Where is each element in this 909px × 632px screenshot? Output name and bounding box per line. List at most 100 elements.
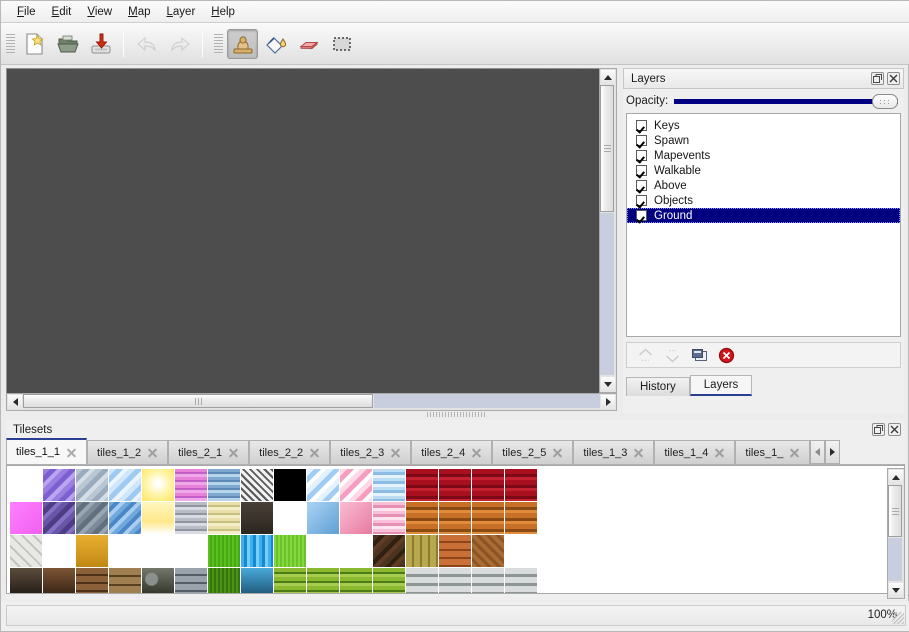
tile-gem-lightblue[interactable] xyxy=(307,469,339,501)
tileset-tab-tiles_2_2[interactable]: tiles_2_2 xyxy=(249,440,331,464)
tile-wall-brown[interactable] xyxy=(43,568,75,593)
tileset-tab-tiles_1_1[interactable]: tiles_1_1 xyxy=(6,438,88,464)
tile-water-blue[interactable] xyxy=(241,535,273,567)
horizontal-splitter[interactable] xyxy=(6,410,905,419)
dock-tab-layers[interactable]: Layers xyxy=(689,375,753,396)
move-layer-down-button[interactable] xyxy=(663,346,681,364)
tile-wood-darkbrown[interactable] xyxy=(373,535,405,567)
tile-stone-gold[interactable] xyxy=(109,535,141,567)
tileset-vertical-scrollbar[interactable] xyxy=(887,468,905,599)
opacity-slider-track[interactable] xyxy=(674,99,898,104)
tile-stripe-blue[interactable] xyxy=(208,469,240,501)
tile-stripe-lightblue[interactable] xyxy=(373,469,405,501)
tile-gravel-beige[interactable] xyxy=(142,535,174,567)
tile-wall-stone-tan[interactable] xyxy=(109,568,141,593)
duplicate-layer-button[interactable] xyxy=(690,346,708,364)
tileset-scrollbar-track[interactable] xyxy=(888,538,902,581)
layer-row[interactable]: Ground xyxy=(627,208,900,223)
tileset-tab-tiles_2_1[interactable]: tiles_2_1 xyxy=(168,440,250,464)
tile-gem-purple-dark[interactable] xyxy=(43,502,75,534)
tileset-tab-close-icon[interactable] xyxy=(714,447,725,458)
horizontal-scrollbar-track[interactable] xyxy=(374,394,600,408)
tile-stripe-khaki[interactable] xyxy=(208,502,240,534)
move-layer-up-button[interactable] xyxy=(636,346,654,364)
layer-visibility-checkbox[interactable] xyxy=(636,135,647,146)
tile-stripe-gray[interactable] xyxy=(175,502,207,534)
tile-wood-orange[interactable] xyxy=(406,502,438,534)
tileset-tab-close-icon[interactable] xyxy=(471,447,482,458)
layer-visibility-checkbox[interactable] xyxy=(636,120,647,131)
scroll-down-button[interactable] xyxy=(601,377,615,391)
tile-dirt-brown[interactable] xyxy=(340,535,372,567)
toolbar-drag-handle[interactable] xyxy=(6,31,15,57)
tile-pebble-gray[interactable] xyxy=(505,535,537,567)
tileset-tab-close-icon[interactable] xyxy=(309,447,320,458)
layer-row[interactable]: Objects xyxy=(627,193,900,208)
tileset-tab-tiles_2_3[interactable]: tiles_2_3 xyxy=(330,440,412,464)
tile-gem-gray[interactable] xyxy=(76,469,108,501)
tile-gem-blue[interactable] xyxy=(109,469,141,501)
tile-wall-lightgray[interactable] xyxy=(472,568,504,593)
layer-visibility-checkbox[interactable] xyxy=(636,165,647,176)
vertical-scrollbar-thumb[interactable] xyxy=(600,85,614,212)
opacity-slider[interactable] xyxy=(674,92,898,110)
vertical-scrollbar-track[interactable] xyxy=(600,213,614,375)
tile-wall-stone-gray[interactable] xyxy=(142,568,174,593)
tile-glow-yellow[interactable] xyxy=(142,469,174,501)
tile-stone-white[interactable] xyxy=(10,535,42,567)
tile-blank[interactable] xyxy=(274,502,306,534)
tile-solid-black[interactable] xyxy=(274,469,306,501)
tileset-tab-close-icon[interactable] xyxy=(390,447,401,458)
tile-gem-gray-dark[interactable] xyxy=(76,502,108,534)
tileset-tab-tiles_1_2[interactable]: tiles_1_2 xyxy=(87,440,169,464)
tile-solid-magenta[interactable] xyxy=(10,502,42,534)
tileset-scroll-down-button[interactable] xyxy=(889,583,903,597)
tileset-tab-tiles_1_4[interactable]: tiles_1_4 xyxy=(654,440,736,464)
menu-map[interactable]: Map xyxy=(128,5,151,18)
layer-visibility-checkbox[interactable] xyxy=(636,180,647,191)
tile-glow-yellow-dark[interactable] xyxy=(142,502,174,534)
tileset-view[interactable] xyxy=(6,465,905,594)
menu-file[interactable]: File xyxy=(17,5,36,18)
tile-grass-lime[interactable] xyxy=(274,535,306,567)
tile-wall-lightgray[interactable] xyxy=(406,568,438,593)
tile-carpet-red[interactable] xyxy=(439,469,471,501)
scroll-up-button[interactable] xyxy=(601,70,615,84)
tileset-tabs-scroll-left-button[interactable] xyxy=(810,440,826,464)
tile-carpet-red[interactable] xyxy=(505,469,537,501)
tileset-tabs-scroll-right-button[interactable] xyxy=(825,440,841,464)
tile-blank[interactable] xyxy=(10,469,42,501)
tile-grass-field[interactable] xyxy=(373,568,405,593)
tile-gem-pink[interactable] xyxy=(340,469,372,501)
tile-gem-blue-dark[interactable] xyxy=(109,502,141,534)
tileset-tab-close-icon[interactable] xyxy=(633,447,644,458)
layer-row[interactable]: Walkable xyxy=(627,163,900,178)
menu-help[interactable]: Help xyxy=(211,5,235,18)
tile-stripe-magenta[interactable] xyxy=(175,469,207,501)
stamp-tool-button[interactable] xyxy=(227,28,258,59)
layer-visibility-checkbox[interactable] xyxy=(636,195,647,206)
tile-gem-pink-dark[interactable] xyxy=(340,502,372,534)
save-map-button[interactable] xyxy=(85,29,116,59)
layers-float-button[interactable] xyxy=(871,72,884,85)
tileset-tab-tiles_1_3[interactable]: tiles_1_3 xyxy=(573,440,655,464)
tileset-tab-close-icon[interactable] xyxy=(66,447,77,458)
tile-cobble-gray[interactable] xyxy=(175,535,207,567)
dock-tab-history[interactable]: History xyxy=(626,377,690,396)
tileset-scrollbar-thumb[interactable] xyxy=(888,485,902,537)
layer-row[interactable]: Spawn xyxy=(627,133,900,148)
tile-grass-field[interactable] xyxy=(340,568,372,593)
window-resize-grip[interactable] xyxy=(892,611,904,624)
tile-sand-pale[interactable] xyxy=(307,535,339,567)
tile-wood-orange[interactable] xyxy=(505,502,537,534)
tileset-tab-tiles_1_[interactable]: tiles_1_ xyxy=(735,440,811,464)
tile-crate-dark[interactable] xyxy=(241,502,273,534)
tileset-tab-close-icon[interactable] xyxy=(228,447,239,458)
tile-stripe-pink[interactable] xyxy=(373,502,405,534)
tile-wall-brick-gray[interactable] xyxy=(175,568,207,593)
scroll-left-button[interactable] xyxy=(8,395,22,409)
tile-grass-moss[interactable] xyxy=(208,568,240,593)
undo-button[interactable] xyxy=(131,29,162,59)
tile-wall-lightgray[interactable] xyxy=(505,568,537,593)
menu-layer[interactable]: Layer xyxy=(166,5,196,18)
